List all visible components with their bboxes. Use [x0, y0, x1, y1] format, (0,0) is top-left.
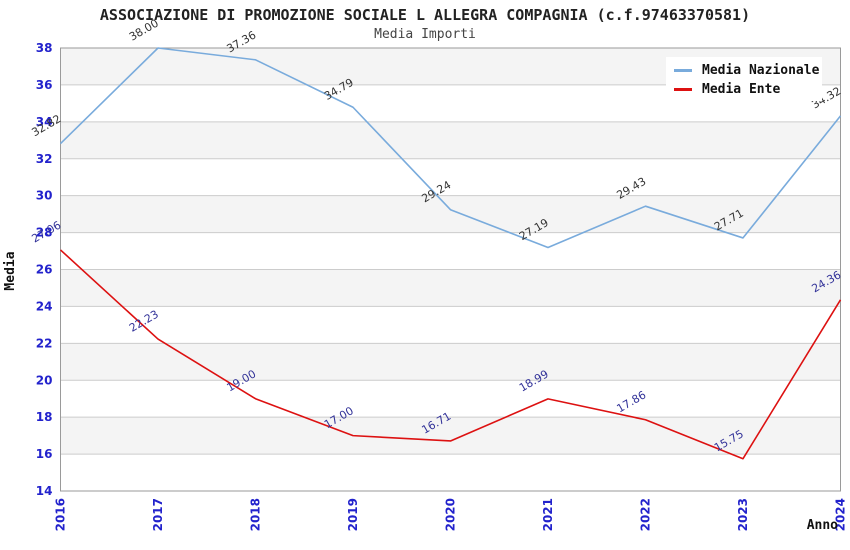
- y-tick-label: 34: [36, 115, 53, 129]
- y-axis-title: Media: [3, 251, 18, 290]
- y-tick-label: 22: [36, 336, 53, 350]
- chart-title: ASSOCIAZIONE DI PROMOZIONE SOCIALE L ALL…: [99, 6, 751, 24]
- y-tick-label: 32: [36, 152, 53, 166]
- x-tick-label: 2020: [444, 498, 458, 531]
- chart-subtitle: Media Importi: [374, 27, 476, 42]
- x-tick-label: 2017: [151, 498, 165, 531]
- y-tick-label: 30: [36, 189, 53, 203]
- x-tick-label: 2023: [736, 498, 750, 531]
- legend-item-media-ente: Media Ente: [674, 80, 822, 99]
- plot-stripe: [60, 343, 841, 381]
- legend-label-media-nazionale: Media Nazionale: [702, 63, 820, 78]
- series-line-media-nazionale: [59, 47, 842, 249]
- data-point-label: 17.86: [615, 388, 649, 415]
- y-tick-label: 26: [36, 263, 53, 277]
- plot-stripe: [60, 121, 841, 159]
- x-tick-label: 2021: [541, 498, 555, 531]
- plot-stripe: [60, 417, 841, 455]
- x-tick-label: 2024: [834, 498, 848, 531]
- x-tick-label: 2018: [249, 498, 263, 531]
- y-tick-label: 28: [36, 226, 53, 240]
- legend-label-media-ente: Media Ente: [702, 82, 781, 97]
- y-tick-label: 24: [36, 299, 53, 313]
- y-tick-label: 20: [36, 373, 53, 387]
- legend-item-media-nazionale: Media Nazionale: [674, 61, 822, 80]
- x-axis-title: Anno: [807, 518, 838, 533]
- data-point-label: 22.23: [127, 308, 161, 335]
- plot-stripe: [60, 195, 841, 233]
- y-tick-label: 38: [36, 41, 53, 55]
- legend: Media Nazionale Media Ente: [666, 57, 822, 101]
- x-tick-label: 2016: [54, 498, 68, 531]
- plot-border: [60, 47, 841, 492]
- media-ente-line-swatch-icon: [674, 88, 692, 91]
- media-nazionale-line-swatch-icon: [674, 69, 692, 72]
- y-tick-label: 16: [36, 447, 53, 461]
- x-tick-label: 2019: [346, 498, 360, 531]
- x-tick-label: 2022: [639, 498, 653, 531]
- y-tick-label: 18: [36, 410, 53, 424]
- y-tick-label: 14: [36, 484, 53, 498]
- data-point-label: 27.06: [30, 219, 64, 246]
- plot-stripe: [60, 269, 841, 307]
- y-tick-label: 36: [36, 78, 53, 92]
- series-line-media-ente: [59, 249, 842, 460]
